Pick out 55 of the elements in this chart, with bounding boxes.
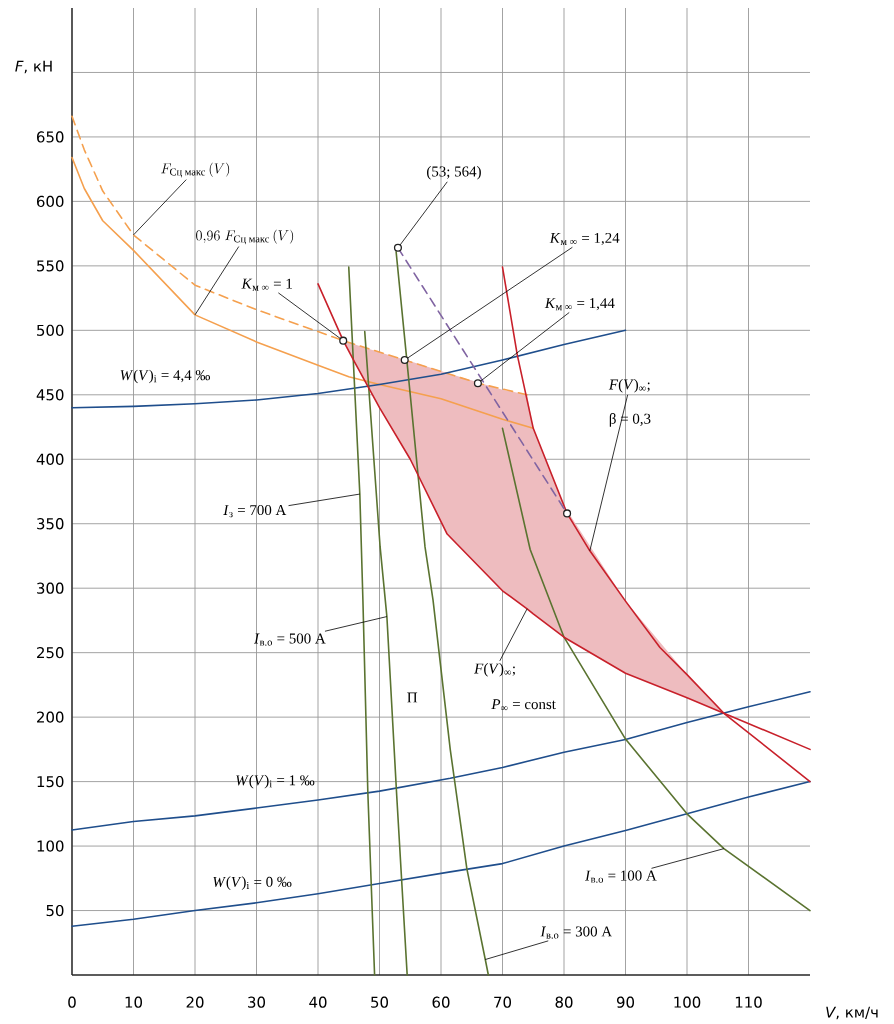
x-tick-label: 90 [616,996,635,1008]
x-tick-label: 10 [125,996,143,1008]
x-tick-label: 110 [735,996,762,1008]
annotation: I$_{в.о}$ = 100 A [585,870,657,883]
annotation: I$_{з}$ = 700 A [223,504,287,518]
point [393,243,403,252]
y-axis-title: F, кН [15,60,52,74]
line-series [363,330,408,976]
x-axis-title: V, км/ч [826,1006,878,1020]
annotation: K$_{м ∞}$ = 1,24 [549,232,620,246]
point [563,509,572,518]
y-tick-label: 500 [37,324,64,336]
annotation: F(V)$_{∞}$; [474,663,515,677]
line-series [71,690,811,831]
x-tick-label: 100 [674,996,701,1008]
x-tick-label: 20 [186,996,204,1008]
annotation: P$_{∞}$ = const [491,699,556,711]
annotation: П [407,692,418,703]
y-tick-label: 400 [36,453,64,465]
line-series [71,115,528,396]
x-tick-label: 80 [555,996,573,1008]
x-tick-label: 0 [68,996,76,1008]
x-tick-label: 60 [432,996,450,1008]
x-tick-label: 70 [494,996,512,1008]
point [339,336,348,345]
annotation: I$_{в.о}$ = 300 A [540,926,613,939]
annotation: W(V)$_{i}$ = 0 ‰ [213,876,292,890]
y-tick-label: 250 [37,647,64,659]
line-series [71,156,535,430]
y-tick-label: 200 [37,711,64,723]
y-tick-label: 150 [37,775,64,788]
point [473,379,482,388]
y-tick-label: 350 [37,518,64,530]
y-tick-label: 300 [37,582,64,594]
y-tick-label: 100 [37,840,64,852]
point [400,355,409,365]
x-tick-label: 40 [309,996,327,1008]
y-tick-label: 600 [37,195,64,208]
y-tick-label: 50 [46,904,64,917]
annotation: I$_{в.о}$ = 500 A [253,633,326,646]
annotation: W(V)$_{i}$ = 1 ‰ [236,774,315,789]
annotation: $F_{\text{Сц макс}}\,(V)$ [161,162,230,178]
x-tick-label: 50 [371,996,389,1008]
annotation: K$_{м ∞}$ = 1 [241,278,292,291]
annotation: $0{,}96\;F_{\text{Сц макс}}\,(V)$ [196,229,294,245]
y-tick-label: 450 [36,389,64,401]
annotation: W(V)$_{i}$ = 4,4 ‰ [120,369,211,384]
x-tick-label: 30 [248,996,266,1008]
y-tick-label: 650 [37,131,64,143]
annotation: β = 0,3 [609,413,651,427]
y-tick-label: 550 [37,260,64,272]
annotation: K$_{м ∞}$ = 1,44 [544,298,615,311]
annotation: (53; 564) [427,166,481,180]
annotation: F(V)$_{∞}$; [608,379,650,393]
line-series [347,266,376,976]
